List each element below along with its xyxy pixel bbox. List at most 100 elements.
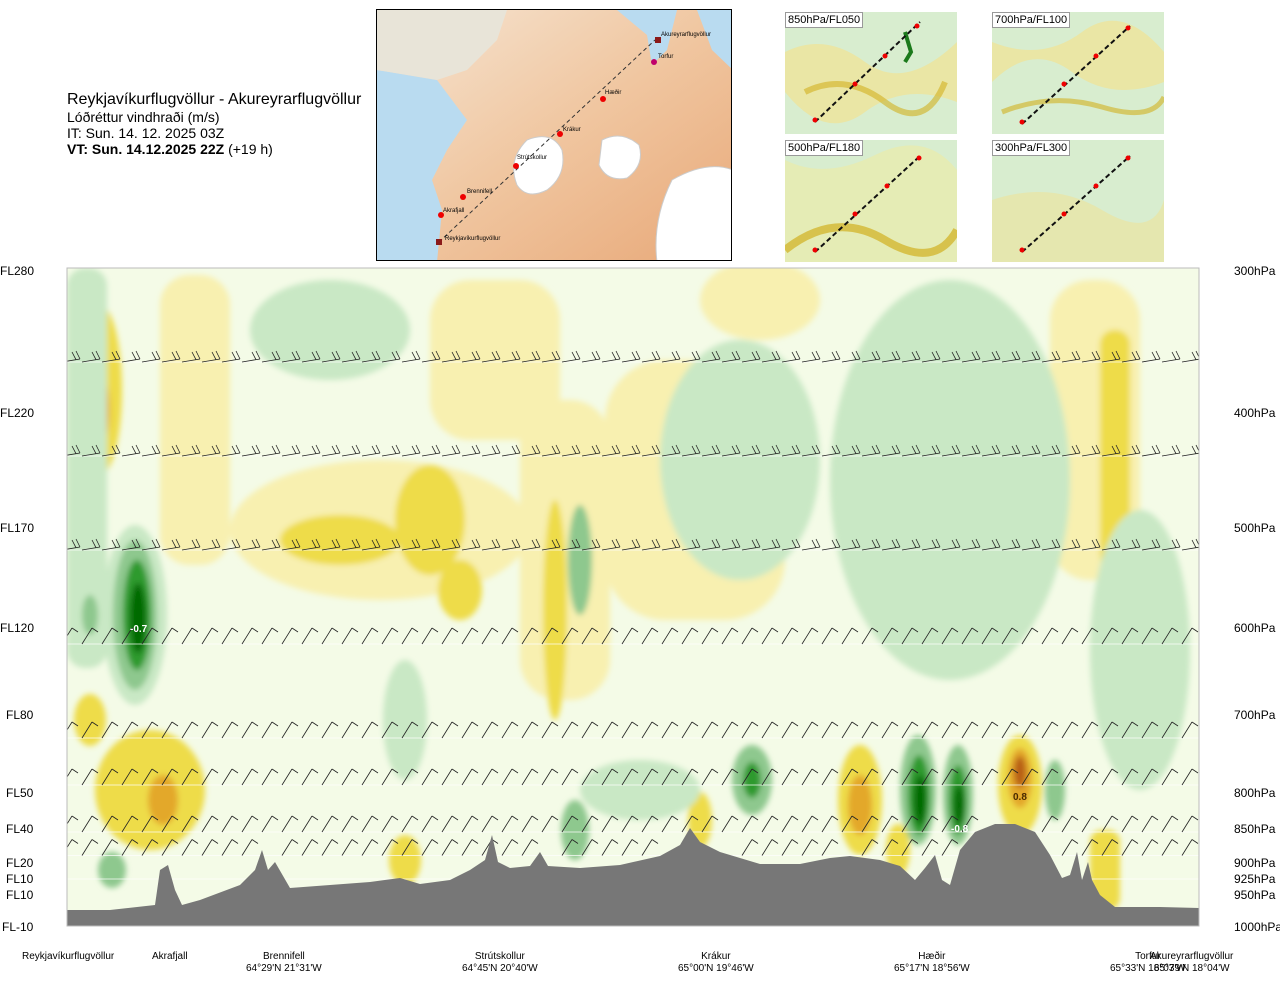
wind-barb — [982, 258, 996, 269]
barb-staff — [521, 839, 533, 856]
barb-feather — [1171, 768, 1179, 774]
barb-staff — [861, 815, 873, 833]
barb-staff — [801, 721, 813, 739]
barb-feather — [152, 258, 156, 266]
barb-feather — [71, 721, 79, 727]
barb-staff — [501, 627, 513, 645]
wind-barb — [141, 839, 159, 856]
barb-staff — [1101, 546, 1121, 551]
wind-barb — [201, 444, 221, 457]
barb-staff — [421, 546, 441, 551]
barb-feather — [335, 350, 341, 360]
wind-barb — [261, 627, 279, 645]
velocity-blob — [886, 824, 910, 876]
barb-feather — [431, 445, 437, 454]
wind-barb — [621, 350, 641, 363]
barb-feather — [351, 351, 357, 360]
wind-barb — [441, 538, 461, 551]
barb-staff — [701, 546, 721, 551]
barb-staff — [1181, 358, 1199, 363]
barb-feather — [1115, 350, 1121, 360]
barb-feather — [371, 445, 377, 454]
barb-staff — [721, 627, 733, 645]
barb-staff — [421, 839, 433, 856]
wind-barb — [362, 257, 380, 269]
barb-staff — [421, 721, 433, 739]
level-map-700-label: 700hPa/FL100 — [992, 12, 1071, 28]
barb-feather — [1172, 258, 1176, 266]
wind-barb — [842, 268, 845, 269]
wind-barb — [1202, 769, 1218, 785]
wind-barb — [741, 444, 761, 457]
velocity-blob — [383, 660, 427, 780]
barb-feather — [112, 258, 116, 266]
barb-staff — [581, 358, 601, 363]
barb-staff — [221, 815, 233, 833]
right-label-400: 400hPa — [1234, 406, 1276, 420]
barb-feather — [791, 627, 799, 633]
wind-barb — [101, 721, 119, 739]
barb-staff — [1141, 452, 1161, 457]
left-label-fl170: FL170 — [0, 521, 35, 535]
barb-feather — [851, 445, 857, 454]
barb-feather — [1071, 627, 1079, 633]
wind-barb — [882, 268, 885, 269]
barb-staff — [1202, 628, 1212, 644]
level-map-500: 500hPa/FL180 — [785, 140, 957, 262]
left-label-fl20: FL20 — [6, 856, 34, 870]
wind-barb — [821, 444, 841, 457]
barb-feather — [1071, 768, 1079, 774]
barb-feather — [412, 258, 416, 266]
barb-feather — [191, 627, 199, 633]
barb-staff — [241, 839, 253, 856]
barb-feather — [651, 768, 659, 774]
barb-feather — [376, 257, 380, 265]
barb-feather — [432, 258, 436, 266]
barb-feather — [731, 539, 737, 548]
barb-feather — [396, 257, 400, 265]
barb-feather — [416, 257, 420, 265]
barb-feather — [131, 721, 139, 727]
station-strutskollur: Strútskollur 64°45'N 20°40'W — [462, 951, 538, 975]
barb-feather — [992, 258, 996, 266]
barb-staff — [861, 768, 873, 786]
wind-barb — [561, 839, 579, 856]
barb-feather — [951, 351, 957, 360]
barb-feather — [635, 538, 641, 548]
barb-feather — [952, 258, 956, 266]
barb-feather — [671, 351, 677, 360]
wind-barb — [101, 444, 121, 457]
barb-staff — [281, 627, 293, 645]
station-brennifell: Brennifell 64°29'N 21°31'W — [246, 951, 322, 975]
barb-staff — [741, 721, 753, 739]
wind-barb — [781, 815, 799, 833]
barb-staff — [461, 768, 473, 786]
wind-barb — [1121, 721, 1139, 739]
wind-barb — [761, 627, 779, 645]
barb-staff — [1101, 627, 1113, 645]
station-torfur: Torfur 65°33'N 18°07'W — [1110, 951, 1186, 975]
wind-barb — [721, 627, 739, 645]
wind-barb — [1002, 268, 1005, 269]
barb-staff — [121, 627, 133, 645]
barb-feather — [215, 444, 221, 454]
wind-barb — [581, 627, 599, 645]
barb-staff — [981, 627, 993, 645]
barb-feather — [131, 839, 139, 844]
wind-barb — [1001, 768, 1019, 786]
barb-feather — [1155, 538, 1161, 548]
barb-feather — [891, 721, 899, 727]
barb-feather — [155, 350, 161, 360]
map-label-haedir: Hæðir — [605, 89, 621, 96]
barb-feather — [351, 539, 357, 548]
barb-feather — [811, 721, 819, 727]
wind-barb — [81, 768, 99, 786]
wind-barb — [281, 721, 299, 739]
wind-barb — [561, 627, 579, 645]
barb-staff — [921, 452, 941, 457]
wind-barb — [941, 839, 959, 856]
wind-barb — [81, 721, 99, 739]
wind-barb — [761, 768, 779, 786]
wind-barb — [181, 768, 199, 786]
barb-feather — [995, 350, 1001, 360]
